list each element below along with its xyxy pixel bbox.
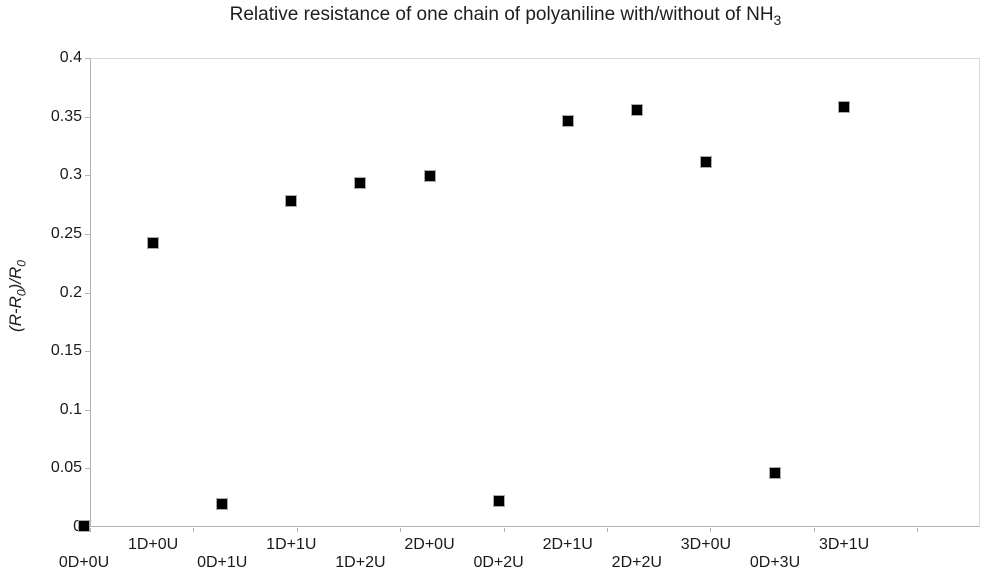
y-axis-tick-label: 0.2: [59, 283, 82, 301]
x-axis-tick: [193, 528, 194, 532]
y-axis-tick: [85, 351, 90, 353]
y-axis-tick: [85, 58, 90, 59]
plot-area: [90, 58, 980, 527]
y-axis-tick-label: 0.3: [59, 166, 82, 184]
data-point-marker: [838, 101, 851, 114]
x-axis-tick: [917, 528, 918, 532]
data-point-marker: [285, 195, 298, 208]
data-point-marker: [423, 170, 436, 183]
chart-title: Relative resistance of one chain of poly…: [28, 3, 983, 27]
x-axis-category-label: 0D+2U: [473, 554, 524, 570]
y-axis-title-subscript: 0: [14, 260, 29, 267]
y-axis-tick: [85, 409, 90, 411]
data-point-marker: [769, 467, 781, 480]
chart-title-subscript: 3: [773, 11, 782, 28]
x-axis-category-label: 3D+1U: [818, 536, 870, 553]
x-axis-category-label: 0D+3U: [749, 554, 801, 570]
y-axis-tick: [85, 233, 90, 235]
x-axis-category-label: 2D+1U: [542, 536, 593, 553]
x-axis-tick: [400, 528, 401, 532]
chart-title-text: Relative resistance of one chain of poly…: [229, 4, 774, 25]
x-axis-tick: [297, 528, 298, 532]
y-axis-tick-label: 0.4: [59, 49, 82, 66]
data-point-marker: [630, 103, 643, 116]
x-axis-category-label: 1D+1U: [266, 536, 317, 553]
y-axis-tick-label: 0.1: [59, 400, 82, 418]
y-axis-tick: [85, 468, 90, 470]
y-axis-tick-label: 0: [73, 518, 82, 535]
y-axis-tick-label: 0.15: [50, 342, 82, 360]
x-axis-category-label: 2D+0U: [404, 536, 455, 553]
data-point-marker: [492, 495, 505, 508]
y-axis-tick-label: 0.25: [50, 224, 82, 242]
data-point-marker: [354, 177, 367, 190]
x-axis-category-label: 0D+0U: [58, 554, 110, 570]
y-axis-tick: [85, 292, 90, 294]
y-axis-tick-label: 0.35: [50, 107, 82, 125]
data-point-marker: [78, 519, 90, 532]
x-axis-category-label: 2D+2U: [611, 554, 662, 570]
x-axis-category-label: 1D+2U: [335, 554, 386, 570]
data-point-marker: [561, 115, 574, 128]
data-point-marker: [147, 237, 160, 250]
y-axis-tick-label: 0.05: [50, 459, 82, 477]
x-axis-tick: [814, 528, 815, 532]
x-axis-tick: [90, 528, 91, 532]
data-point-marker: [216, 497, 229, 510]
x-axis-tick: [607, 528, 608, 532]
data-point-marker: [699, 156, 712, 169]
x-axis-category-label: 0D+1U: [197, 554, 248, 570]
x-axis-tick: [710, 528, 711, 532]
x-axis-category-label: 3D+0U: [680, 536, 732, 553]
x-axis-tick: [504, 528, 505, 532]
y-axis-tick: [85, 116, 90, 118]
x-axis-category-label: 1D+0U: [127, 536, 179, 553]
y-axis-tick: [85, 175, 90, 177]
